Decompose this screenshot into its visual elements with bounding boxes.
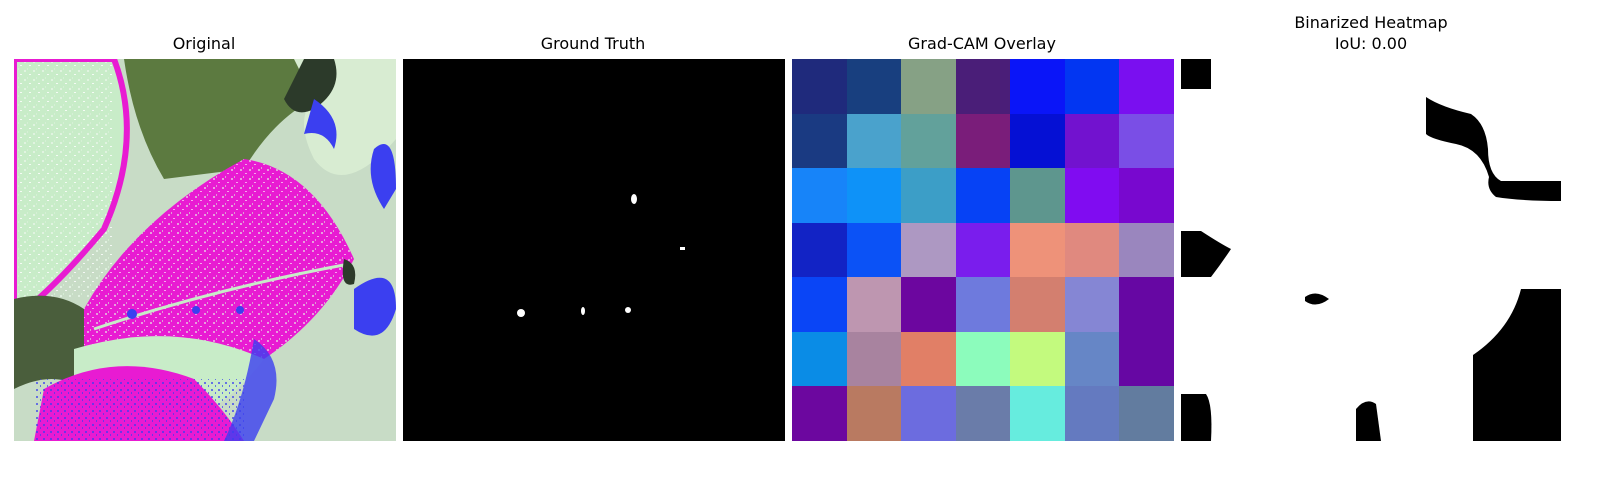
gradcam-cell <box>1010 114 1065 168</box>
gradcam-cell <box>792 277 847 332</box>
gradcam-cell <box>1065 59 1119 114</box>
ground-truth-mask <box>403 59 785 441</box>
gradcam-cell <box>1010 277 1065 332</box>
gradcam-cell <box>1065 114 1119 168</box>
gradcam-cell <box>956 277 1010 332</box>
gradcam-cell <box>1010 386 1065 441</box>
gradcam-cell <box>901 223 956 277</box>
gradcam-cell <box>792 114 847 168</box>
panel-title: Grad-CAM Overlay <box>908 34 1056 53</box>
binarized-heatmap-image <box>1181 59 1563 441</box>
gradcam-cell <box>847 223 901 277</box>
gradcam-cell <box>901 59 956 114</box>
iou-score: IoU: 0.00 <box>1334 34 1408 53</box>
gradcam-cell <box>847 386 901 441</box>
gradcam-cell <box>956 386 1010 441</box>
gradcam-cell <box>1065 277 1119 332</box>
gradcam-cell <box>792 332 847 386</box>
gradcam-cell <box>901 168 956 223</box>
gradcam-cell <box>956 114 1010 168</box>
gradcam-cell <box>792 223 847 277</box>
gradcam-cell <box>956 223 1010 277</box>
gradcam-cell <box>901 332 956 386</box>
gradcam-cell <box>1119 59 1174 114</box>
gradcam-cell <box>901 114 956 168</box>
gradcam-cell <box>1119 223 1174 277</box>
gradcam-cell <box>847 59 901 114</box>
gradcam-cell <box>1065 386 1119 441</box>
gradcam-cell <box>956 168 1010 223</box>
original-image <box>14 59 396 441</box>
gradcam-overlay-image <box>792 59 1174 441</box>
gradcam-cell <box>901 386 956 441</box>
gradcam-cell <box>956 59 1010 114</box>
gradcam-cell <box>1010 332 1065 386</box>
gradcam-cell <box>847 277 901 332</box>
gradcam-cell <box>1065 332 1119 386</box>
gradcam-cell <box>1065 223 1119 277</box>
gradcam-cell <box>847 114 901 168</box>
gradcam-cell <box>1119 386 1174 441</box>
gradcam-cell <box>792 168 847 223</box>
gradcam-cell <box>1119 114 1174 168</box>
gradcam-cell <box>792 59 847 114</box>
panel-title: Binarized Heatmap <box>1294 13 1448 32</box>
gradcam-cell <box>1065 168 1119 223</box>
gradcam-cell <box>792 386 847 441</box>
gradcam-cell <box>1010 168 1065 223</box>
panel-title: Original <box>172 34 236 53</box>
gradcam-cell <box>847 168 901 223</box>
gradcam-cell <box>901 277 956 332</box>
gradcam-cell <box>1119 168 1174 223</box>
gradcam-cell <box>1010 59 1065 114</box>
gradcam-cell <box>847 332 901 386</box>
gradcam-cell <box>956 332 1010 386</box>
gradcam-cell <box>1119 277 1174 332</box>
gradcam-cell <box>1119 332 1174 386</box>
panel-title: Ground Truth <box>540 34 646 53</box>
gradcam-cell <box>1010 223 1065 277</box>
